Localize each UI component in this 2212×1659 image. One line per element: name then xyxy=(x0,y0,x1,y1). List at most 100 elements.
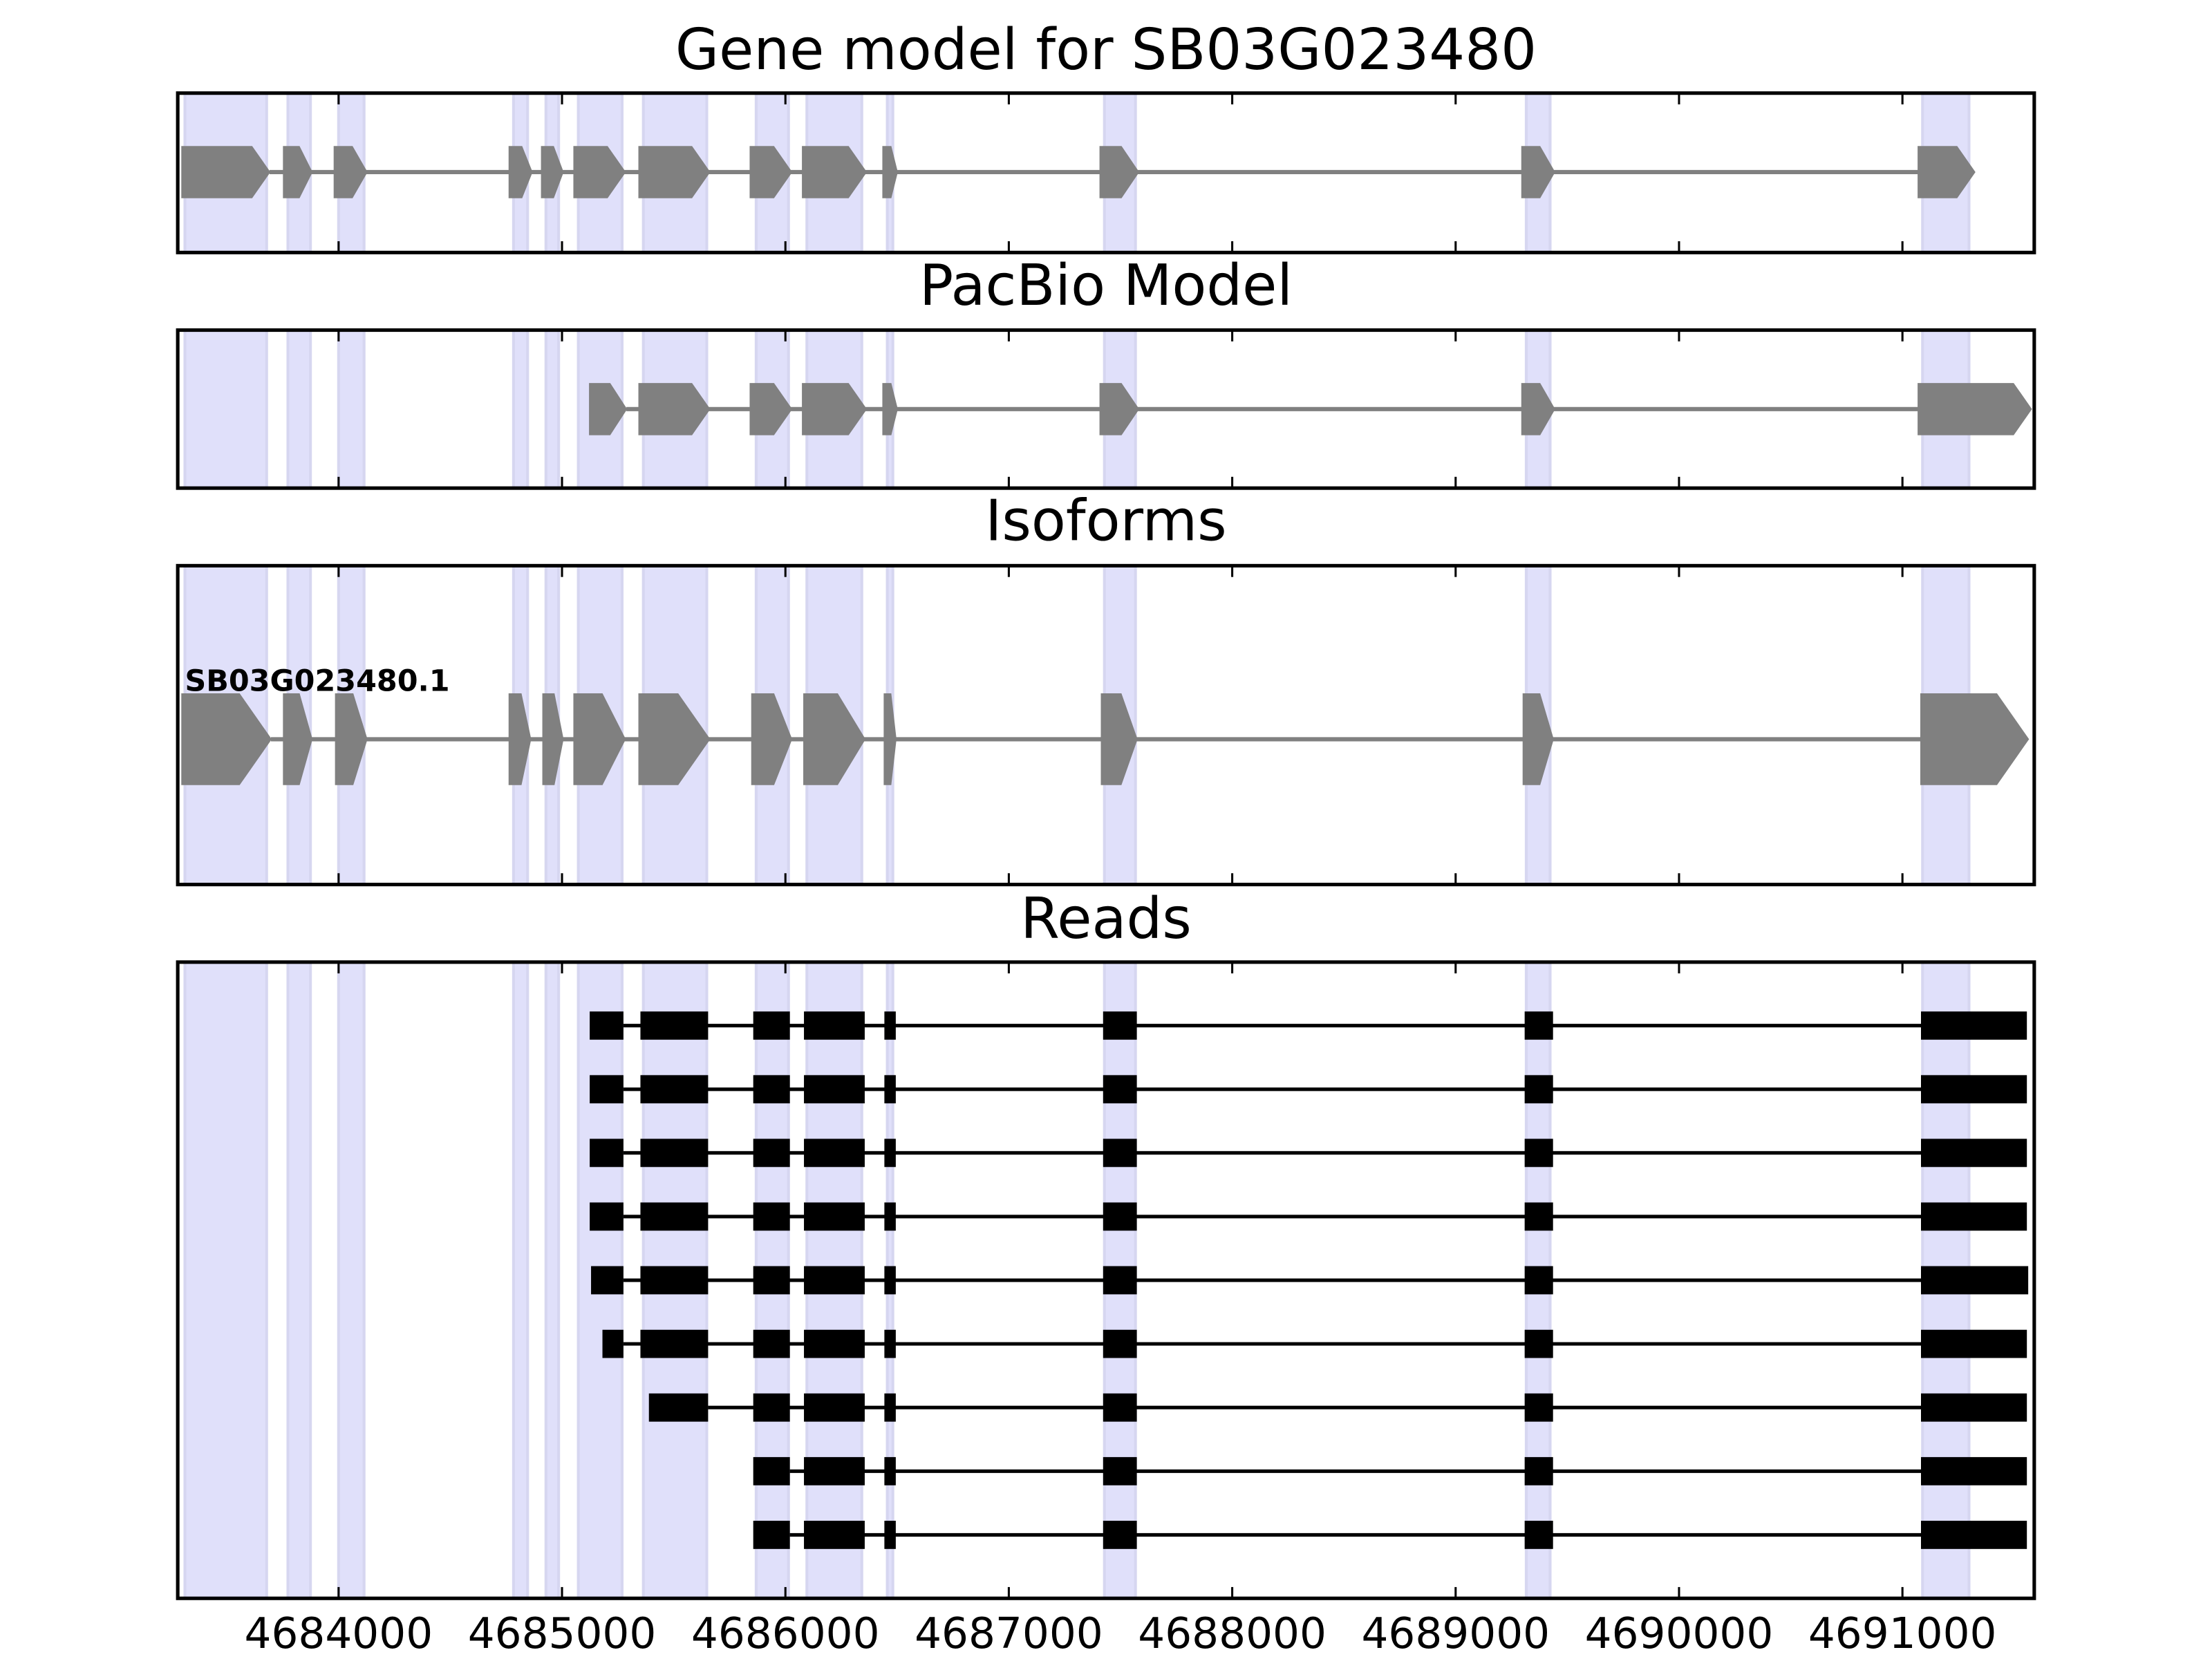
read-exon xyxy=(884,1456,896,1485)
read-exon xyxy=(1103,1456,1137,1485)
read-exon xyxy=(648,1393,709,1422)
x-tick-label: 4690000 xyxy=(1585,1609,1774,1658)
highlight-region xyxy=(183,960,268,1600)
exon xyxy=(508,146,533,198)
exon xyxy=(333,146,368,198)
read-exon xyxy=(753,1138,790,1168)
read-exon xyxy=(804,1011,865,1040)
x-tick-label: 4689000 xyxy=(1361,1609,1550,1658)
read-exon xyxy=(1920,1266,2029,1295)
exon xyxy=(802,146,868,198)
exon xyxy=(508,693,532,785)
read-exon xyxy=(1920,1011,2027,1040)
read-exon xyxy=(884,1266,896,1295)
highlight-region xyxy=(512,960,529,1600)
exon xyxy=(1100,693,1138,785)
read-exon xyxy=(884,1011,896,1040)
x-tick-label: 4686000 xyxy=(691,1609,880,1658)
read-exon xyxy=(753,1456,790,1485)
read-exon xyxy=(1524,1202,1553,1231)
read-exon xyxy=(1103,1393,1137,1422)
panel-title: Reads xyxy=(1020,886,1192,952)
exon xyxy=(802,383,868,435)
read-exon xyxy=(1920,1393,2027,1422)
exon xyxy=(749,146,793,198)
exon xyxy=(283,693,313,785)
read-exon xyxy=(1103,1202,1137,1231)
read-exon xyxy=(640,1138,709,1168)
exon xyxy=(1522,693,1554,785)
exon xyxy=(541,146,564,198)
highlight-region xyxy=(544,328,561,490)
read-exon xyxy=(1524,1075,1553,1104)
read-exon xyxy=(884,1521,896,1549)
read-exon xyxy=(640,1202,709,1231)
exon xyxy=(181,146,271,198)
read-exon xyxy=(590,1011,624,1040)
read-exon xyxy=(753,1075,790,1104)
read-exon xyxy=(1524,1521,1553,1549)
read-exon xyxy=(804,1521,865,1549)
x-tick-label: 4691000 xyxy=(1808,1609,1997,1658)
read-exon xyxy=(804,1329,865,1358)
read-exon xyxy=(753,1393,790,1422)
exon xyxy=(589,383,628,435)
highlight-region xyxy=(544,960,561,1600)
read-exon xyxy=(590,1138,624,1168)
read-exon xyxy=(1524,1456,1553,1485)
read-exon xyxy=(1524,1011,1553,1040)
highlight-region xyxy=(286,960,312,1600)
panel-frame xyxy=(176,328,2036,490)
read-exon xyxy=(591,1266,624,1295)
read-exon xyxy=(804,1456,865,1485)
read-exon xyxy=(590,1075,624,1104)
read-exon xyxy=(1103,1011,1137,1040)
exon xyxy=(751,693,793,785)
exon xyxy=(542,693,564,785)
read-exon xyxy=(640,1329,709,1358)
exon xyxy=(573,693,626,785)
read-exon xyxy=(1524,1393,1553,1422)
read-exon xyxy=(1103,1521,1137,1549)
highlight-region xyxy=(337,960,366,1600)
read-exon xyxy=(884,1329,896,1358)
highlight-region xyxy=(183,328,268,490)
exon xyxy=(638,693,711,785)
exon xyxy=(1920,693,2030,785)
exon xyxy=(1099,146,1140,198)
read-exon xyxy=(753,1202,790,1231)
read-exon xyxy=(1103,1138,1137,1168)
read-exon xyxy=(753,1329,790,1358)
exon xyxy=(181,693,272,785)
panel-frame xyxy=(176,563,2036,887)
exon xyxy=(638,383,711,435)
x-tick-label: 4684000 xyxy=(245,1609,433,1658)
highlight-region xyxy=(286,328,312,490)
read-exon xyxy=(753,1266,790,1295)
exon xyxy=(803,693,866,785)
panel-frame xyxy=(176,960,2036,1600)
read-exon xyxy=(884,1393,896,1422)
x-tick-label: 4687000 xyxy=(915,1609,1103,1658)
exon xyxy=(1918,146,1976,198)
read-exon xyxy=(1920,1521,2027,1549)
read-exon xyxy=(1920,1329,2027,1358)
exon xyxy=(883,693,897,785)
read-exon xyxy=(1103,1075,1137,1104)
panel-title: Isoforms xyxy=(985,489,1226,554)
read-exon xyxy=(1524,1138,1553,1168)
exon xyxy=(1099,383,1140,435)
exon xyxy=(1521,146,1555,198)
read-exon xyxy=(804,1138,865,1168)
exon xyxy=(1521,383,1555,435)
panel-frame xyxy=(176,91,2036,254)
read-exon xyxy=(884,1202,896,1231)
read-exon xyxy=(640,1011,709,1040)
x-tick-label: 4685000 xyxy=(468,1609,657,1658)
read-exon xyxy=(753,1011,790,1040)
read-exon xyxy=(804,1393,865,1422)
read-exon xyxy=(1920,1138,2027,1168)
read-exon xyxy=(1920,1202,2027,1231)
